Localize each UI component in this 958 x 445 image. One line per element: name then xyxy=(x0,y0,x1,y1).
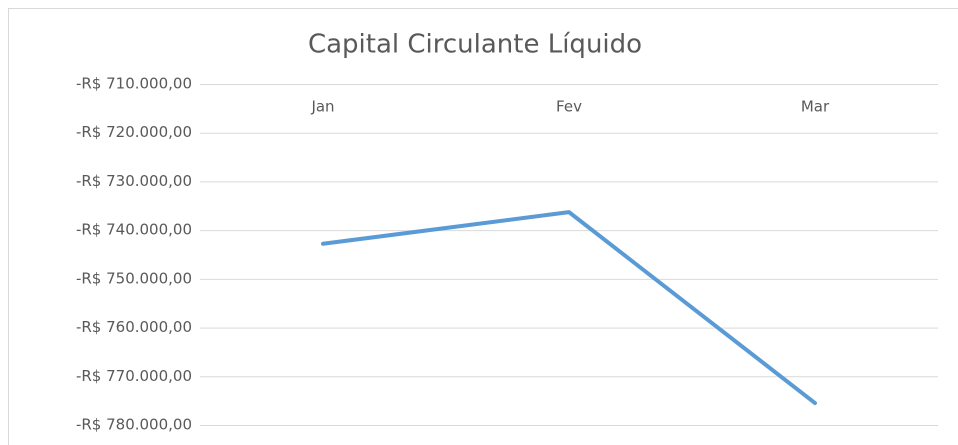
chart-border xyxy=(8,8,958,445)
y-tick-label: -R$ 770.000,00 xyxy=(76,367,192,385)
y-tick-label: -R$ 780.000,00 xyxy=(76,416,192,434)
y-tick-label: -R$ 720.000,00 xyxy=(76,123,192,141)
chart-title: Capital Circulante Líquido xyxy=(308,30,642,60)
y-tick-label: -R$ 750.000,00 xyxy=(76,269,192,287)
y-tick-label: -R$ 760.000,00 xyxy=(76,318,192,336)
x-tick-label: Mar xyxy=(801,98,830,116)
data-line xyxy=(321,210,817,406)
y-tick-label: -R$ 710.000,00 xyxy=(76,75,192,93)
y-tick-label: -R$ 730.000,00 xyxy=(76,172,192,190)
x-tick-label: Jan xyxy=(310,98,334,116)
y-tick-label: -R$ 740.000,00 xyxy=(76,221,192,239)
x-tick-label: Fev xyxy=(556,98,582,116)
